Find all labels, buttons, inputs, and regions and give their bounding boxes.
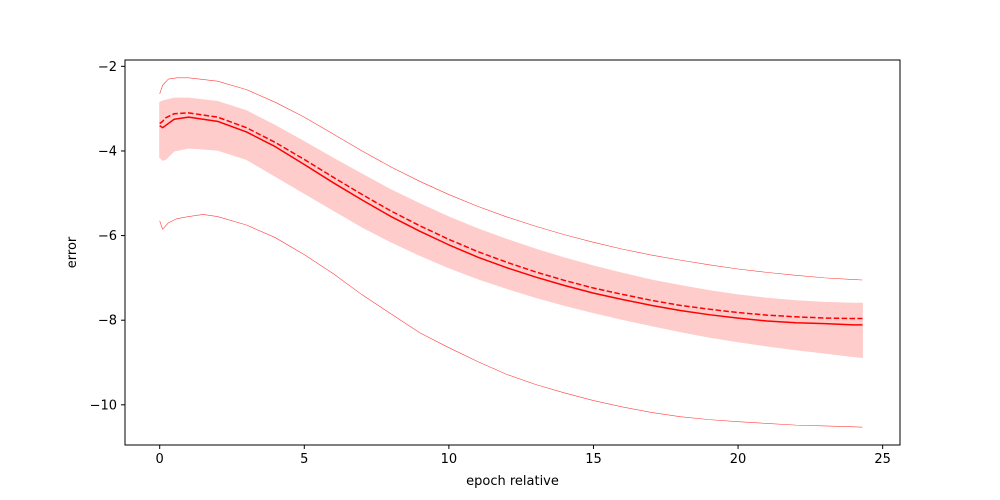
x-axis-label: epoch relative (466, 474, 559, 489)
y-tick-label: −2 (98, 60, 117, 75)
plot-frame (124, 59, 901, 446)
band-range (159, 97, 863, 358)
series-line-mean (159, 116, 863, 326)
y-tick-label: −8 (98, 314, 117, 329)
y-tick-label: −6 (98, 229, 117, 244)
series-line-median (159, 112, 863, 320)
x-tick-label: 25 (874, 452, 891, 467)
series-line-max (159, 77, 863, 281)
plot-marks (159, 77, 863, 428)
y-tick-label: −4 (98, 144, 117, 159)
x-tick-label: 10 (441, 452, 458, 467)
x-tick-label: 0 (156, 452, 164, 467)
x-tick-label: 20 (730, 452, 747, 467)
y-axis-label: error (65, 236, 80, 268)
series-line-min (159, 214, 863, 428)
x-tick-label: 5 (300, 452, 308, 467)
axis-ticks: 0 5 10 15 20 25 −10 −8 −6 −4 −2 (90, 60, 891, 467)
x-tick-label: 15 (585, 452, 602, 467)
y-tick-label: −10 (90, 398, 117, 413)
